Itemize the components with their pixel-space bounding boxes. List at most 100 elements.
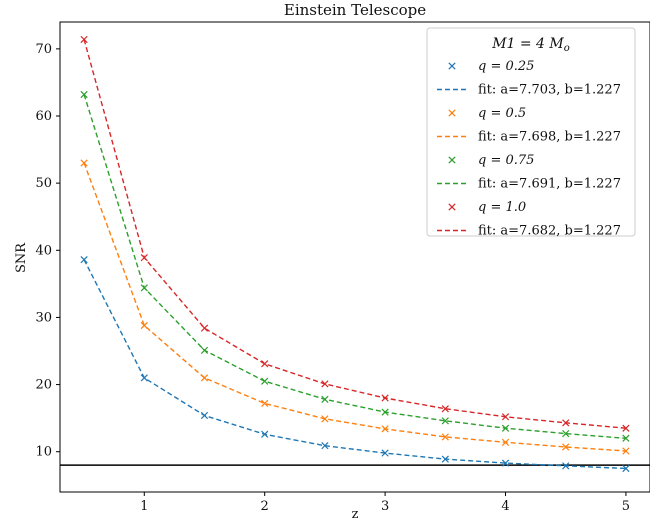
x-tick-label: 3 (381, 499, 389, 514)
data-point (80, 90, 88, 99)
marker-stroke (321, 442, 329, 450)
data-point (622, 424, 630, 432)
marker-stroke (321, 395, 329, 403)
data-point (200, 346, 209, 354)
marker-stroke (261, 430, 269, 438)
legend-marker (448, 109, 456, 117)
series-3 (80, 90, 630, 442)
marker-stroke (80, 256, 88, 264)
marker-stroke (200, 346, 209, 354)
marker-stroke (140, 374, 148, 382)
data-point (261, 430, 269, 438)
marker-stroke (200, 324, 209, 332)
marker-stroke (501, 438, 510, 446)
fit-line (83, 94, 626, 439)
marker-stroke (562, 429, 570, 438)
y-axis-ticks: 10 20 30 40 50 60 70 (35, 42, 60, 460)
data-point (200, 324, 209, 332)
marker-stroke (501, 413, 510, 421)
data-point (381, 394, 389, 402)
marker-stroke (448, 156, 456, 164)
data-point (501, 413, 510, 421)
x-tick-label: 2 (261, 499, 269, 514)
legend-marker (448, 62, 456, 70)
legend-label: fit: a=7.682, b=1.227 (478, 224, 621, 239)
plot-area (59, 21, 650, 493)
marker-stroke (140, 254, 148, 262)
fit-line (83, 162, 626, 452)
marker-stroke (261, 399, 269, 407)
data-point (441, 433, 449, 441)
marker-stroke (562, 462, 570, 470)
marker-stroke (261, 377, 269, 385)
marker-stroke (80, 35, 88, 44)
legend-label: q = 0.25 (478, 59, 534, 74)
marker-stroke (80, 159, 88, 167)
marker-stroke (140, 321, 148, 330)
data-point (80, 159, 88, 167)
y-tick-label: 70 (35, 42, 52, 57)
data-point (562, 429, 570, 438)
data-point (501, 438, 510, 446)
data-point (501, 424, 510, 432)
series-1 (80, 256, 630, 473)
x-tick-label: 4 (501, 499, 509, 514)
data-point (562, 462, 570, 470)
data-point (622, 447, 630, 455)
legend-label: q = 1.0 (478, 200, 526, 215)
data-point (321, 415, 329, 423)
data-point (321, 395, 329, 403)
marker-stroke (562, 419, 570, 427)
data-point (562, 419, 570, 427)
data-point (441, 405, 449, 413)
marker-stroke (321, 415, 329, 423)
fit-line (83, 39, 626, 429)
data-point (261, 399, 269, 407)
y-tick-label: 60 (35, 109, 52, 124)
legend-label: fit: a=7.698, b=1.227 (478, 130, 621, 145)
y-axis-label: SNR (14, 242, 29, 273)
data-point (441, 455, 449, 463)
marker-stroke (501, 459, 510, 467)
data-point (562, 443, 570, 451)
legend-label: fit: a=7.691, b=1.227 (478, 177, 621, 192)
data-point (80, 35, 88, 44)
data-point (381, 408, 389, 416)
data-point (321, 442, 329, 450)
x-axis-ticks: 1 2 3 4 5 (140, 492, 630, 514)
legend-box (426, 27, 636, 237)
legend-items: q = 0.25 fit: a=7.703, b=1.227 q = 0.5 fit:… (437, 59, 621, 239)
legend-label: q = 0.5 (478, 106, 526, 121)
marker-stroke (622, 424, 630, 432)
data-point (381, 425, 389, 433)
data-point (622, 434, 630, 442)
data-point (140, 284, 148, 292)
series-layer (80, 35, 630, 473)
marker-stroke (448, 203, 456, 211)
data-point (200, 374, 209, 382)
marker-stroke (501, 424, 510, 432)
x-tick-label: 1 (140, 499, 148, 514)
marker-stroke (140, 284, 148, 292)
marker-stroke (448, 109, 456, 117)
data-point (261, 377, 269, 385)
marker-stroke (381, 408, 389, 416)
marker-stroke (441, 455, 449, 463)
data-point (501, 459, 510, 467)
data-point (261, 360, 269, 368)
marker-stroke (381, 394, 389, 402)
marker-stroke (381, 425, 389, 433)
marker-stroke (441, 405, 449, 413)
marker-stroke (622, 464, 630, 473)
legend-marker (448, 203, 456, 211)
series-2 (80, 159, 630, 455)
data-point (140, 374, 148, 382)
marker-stroke (562, 443, 570, 451)
fit-line (83, 259, 626, 470)
y-tick-label: 20 (35, 378, 52, 393)
marker-stroke (321, 380, 329, 388)
marker-stroke (200, 374, 209, 382)
marker-stroke (622, 447, 630, 455)
marker-stroke (200, 411, 209, 420)
